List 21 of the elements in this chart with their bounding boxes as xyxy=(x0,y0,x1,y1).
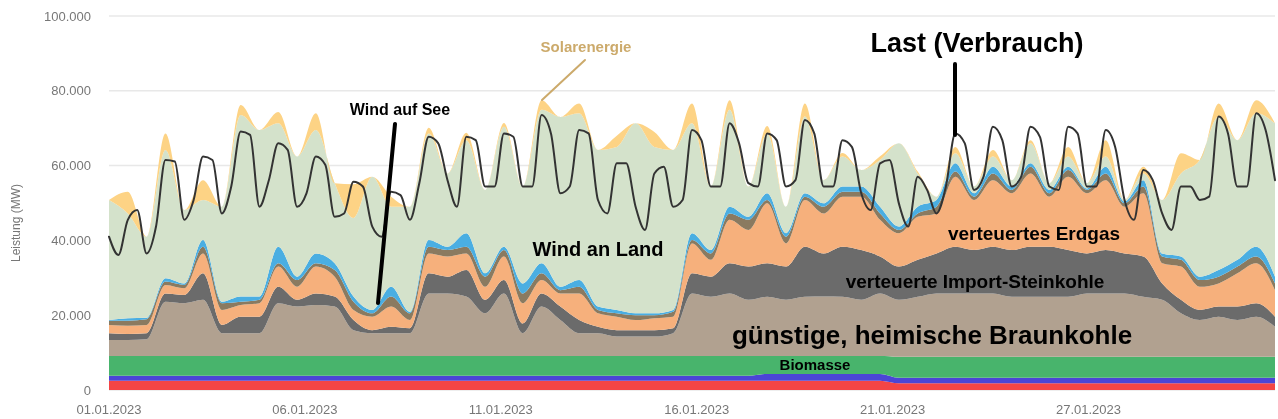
y-tick-label: 40.000 xyxy=(51,232,91,248)
y-tick-label: 0 xyxy=(83,382,91,398)
series-label: verteuertes Erdgas xyxy=(947,223,1121,244)
x-tick-label: 21.01.2023 xyxy=(860,402,926,417)
y-tick-label: 80.000 xyxy=(51,83,91,99)
y-tick-label: 20.000 xyxy=(51,307,91,323)
series-label: Wind an Land xyxy=(532,238,664,260)
y-tick-label: 100.000 xyxy=(44,8,91,24)
series-label: Biomasse xyxy=(779,356,851,373)
series-label: verteuerte Import-Steinkohle xyxy=(845,271,1105,292)
text: Last (Verbrauch) xyxy=(870,28,1084,58)
text: Wind auf See xyxy=(349,101,451,118)
x-tick-label: 06.01.2023 xyxy=(272,402,338,417)
x-tick-label: 16.01.2023 xyxy=(664,402,730,417)
x-tick-label: 27.01.2023 xyxy=(1055,402,1122,417)
y-axis-title: Leistung (MW) xyxy=(9,183,23,263)
series-label: günstige, heimische Braunkohle xyxy=(731,320,1133,350)
text: Solarenergie xyxy=(540,38,632,55)
x-tick-label: 11.01.2023 xyxy=(468,402,533,417)
y-tick-label: 60.000 xyxy=(51,158,91,174)
x-tick-label: 01.01.2023 xyxy=(76,402,142,417)
